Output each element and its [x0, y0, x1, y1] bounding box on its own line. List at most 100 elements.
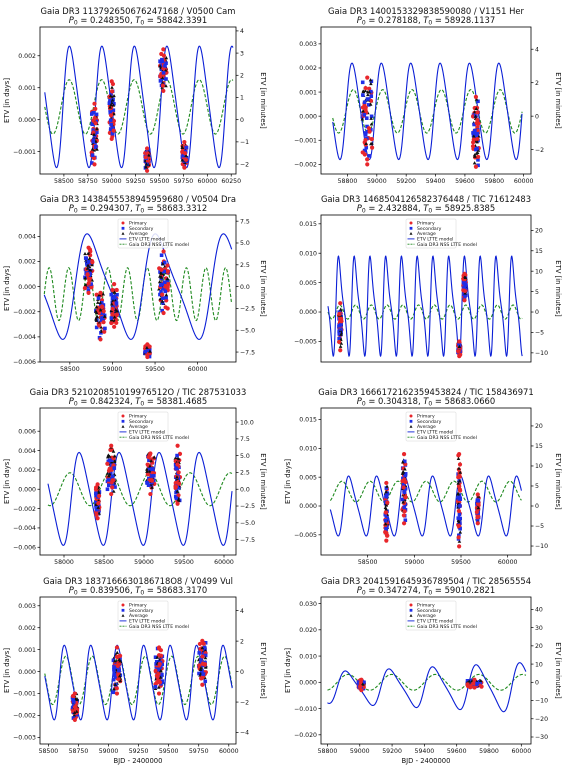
nss-ltte-model-line: [327, 304, 523, 320]
primary-point: [145, 354, 150, 360]
primary-point: [182, 165, 187, 170]
y-tick-label: 0.015: [299, 221, 317, 228]
y-right-tick-label: 2.5: [240, 262, 250, 269]
primary-point: [93, 106, 98, 111]
y-tick-label: 0.002: [18, 53, 36, 60]
secondary-point: [456, 516, 461, 520]
average-point: [145, 345, 149, 349]
secondary-point: [201, 652, 206, 656]
primary-point: [86, 290, 91, 295]
secondary-point: [475, 131, 480, 136]
primary-point: [197, 641, 202, 647]
secondary-point: [362, 100, 367, 105]
average-point: [112, 93, 116, 98]
y-tick-label: −0.004: [13, 334, 36, 341]
average-point: [478, 678, 483, 683]
y-right-tick-label: 4: [240, 608, 244, 615]
y-tick-label: 0.003: [18, 603, 36, 610]
secondary-point: [90, 153, 95, 157]
secondary-point: [107, 458, 112, 463]
primary-point: [457, 487, 463, 492]
observation-cluster: [157, 249, 171, 316]
average-point: [200, 646, 205, 650]
primary-point: [154, 680, 159, 685]
secondary-point: [182, 159, 186, 163]
y-right-tick-label: 0: [535, 113, 539, 120]
x-tick-label: 58000: [54, 559, 74, 566]
secondary-point: [476, 498, 481, 503]
legend-entry: Primary: [129, 414, 147, 420]
primary-point: [339, 319, 344, 324]
secondary-point: [105, 487, 110, 492]
x-tick-label: 58500: [39, 748, 59, 755]
secondary-point: [160, 57, 164, 62]
secondary-point: [154, 662, 158, 666]
primary-point: [456, 535, 461, 540]
y-axis-label: ETV [in days]: [3, 266, 11, 311]
secondary-point: [385, 517, 390, 522]
y-right-axis-label: ETV [in minutes]: [259, 260, 267, 317]
y-right-tick-label: 30: [535, 625, 543, 632]
secondary-point: [402, 490, 407, 495]
average-point: [145, 469, 149, 473]
primary-point: [365, 157, 370, 162]
secondary-point: [403, 518, 408, 523]
primary-point: [401, 485, 406, 490]
secondary-point: [112, 673, 117, 677]
primary-point: [97, 323, 102, 328]
x-tick-label: 60250: [221, 178, 241, 185]
average-point: [158, 64, 162, 68]
average-point: [108, 105, 112, 109]
y-right-tick-label: 3: [240, 50, 244, 57]
primary-point: [91, 156, 97, 161]
average-point: [160, 81, 165, 85]
y-right-tick-label: 2: [535, 80, 539, 87]
secondary-point: [117, 668, 121, 673]
average-point: [94, 502, 99, 506]
plot-area: [329, 452, 522, 549]
primary-point: [72, 691, 77, 696]
secondary-point: [108, 98, 112, 102]
axes-frame: [39, 26, 237, 175]
legend-entry: Gaia DR3 NSS LTTE model: [417, 435, 477, 441]
y-right-tick-label: −5: [535, 330, 544, 337]
y-axis-label: ETV [in days]: [3, 78, 11, 123]
secondary-point: [143, 349, 148, 354]
y-tick-label: −0.005: [294, 339, 317, 346]
primary-point: [160, 83, 166, 88]
primary-point: [116, 676, 121, 681]
secondary-point: [160, 679, 165, 683]
primary-point: [86, 281, 91, 286]
x-tick-label: 59000: [134, 559, 154, 566]
legend-marker-secondary: [409, 608, 413, 612]
secondary-point: [110, 131, 115, 136]
y-right-axis-label: ETV [in minutes]: [259, 642, 267, 699]
average-point: [109, 103, 113, 107]
y-right-tick-label: 5.0: [240, 453, 250, 460]
secondary-point: [337, 323, 341, 328]
secondary-point: [71, 698, 75, 702]
secondary-point: [147, 148, 151, 153]
secondary-point: [147, 354, 152, 359]
plot-area: [43, 233, 233, 360]
average-point: [203, 656, 208, 660]
primary-point: [175, 462, 180, 467]
secondary-point: [153, 684, 158, 689]
chart-panel-4: Gaia DR3 1468504126582376448 / TIC 71612…: [294, 194, 562, 363]
primary-point: [95, 482, 100, 487]
average-point: [366, 92, 370, 97]
legend-entry: Gaia DR3 NSS LTTE model: [129, 624, 189, 630]
y-tick-label: 0.002: [18, 467, 36, 474]
observation-cluster: [82, 245, 95, 295]
chart-panel-7: Gaia DR3 1837166630186718O8 / V0499 VulP…: [3, 576, 267, 765]
average-point: [149, 459, 153, 463]
secondary-point: [109, 92, 113, 96]
primary-point: [471, 681, 476, 686]
y-right-tick-label: 0: [535, 680, 539, 687]
chart-title: Gaia DR3 1468504126582376448 / TIC 71612…: [321, 194, 531, 204]
secondary-point: [403, 487, 408, 491]
secondary-point: [94, 491, 98, 496]
secondary-point: [109, 316, 114, 320]
y-tick-label: 0.000: [299, 680, 317, 687]
